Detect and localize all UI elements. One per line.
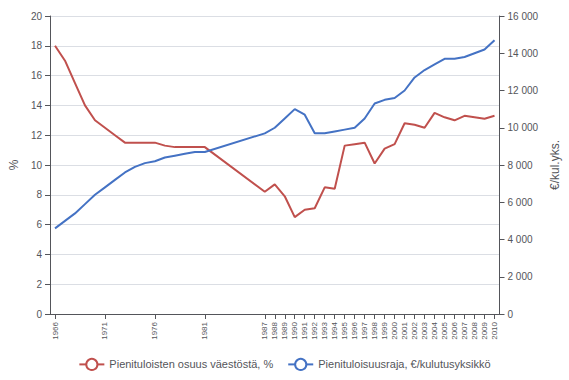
svg-text:1998: 1998 xyxy=(370,321,379,339)
svg-text:1999: 1999 xyxy=(380,321,389,339)
svg-text:1995: 1995 xyxy=(340,321,349,339)
svg-text:2007: 2007 xyxy=(460,321,469,339)
svg-text:2008: 2008 xyxy=(470,321,479,339)
svg-text:2000: 2000 xyxy=(390,321,399,339)
svg-text:4: 4 xyxy=(36,249,42,260)
svg-text:%: % xyxy=(7,159,21,170)
svg-text:0: 0 xyxy=(36,309,42,320)
svg-text:2001: 2001 xyxy=(400,321,409,339)
svg-text:€/kul.yks.: €/kul.yks. xyxy=(548,140,562,190)
svg-text:14 000: 14 000 xyxy=(508,48,539,59)
svg-text:2009: 2009 xyxy=(480,321,489,339)
svg-text:1988: 1988 xyxy=(270,321,279,339)
svg-text:6 000: 6 000 xyxy=(508,197,533,208)
svg-text:1992: 1992 xyxy=(310,321,319,339)
svg-text:1997: 1997 xyxy=(360,321,369,339)
svg-text:1966: 1966 xyxy=(51,321,60,339)
svg-text:1976: 1976 xyxy=(150,321,159,339)
svg-text:1981: 1981 xyxy=(200,321,209,339)
svg-text:1990: 1990 xyxy=(290,321,299,339)
svg-text:2: 2 xyxy=(36,279,42,290)
svg-text:20: 20 xyxy=(31,11,43,22)
svg-text:2003: 2003 xyxy=(420,321,429,339)
svg-text:0: 0 xyxy=(508,309,514,320)
svg-text:4 000: 4 000 xyxy=(508,234,533,245)
svg-text:10: 10 xyxy=(31,160,43,171)
svg-text:8: 8 xyxy=(36,189,42,200)
svg-text:1996: 1996 xyxy=(350,321,359,339)
svg-text:2005: 2005 xyxy=(440,321,449,339)
svg-text:10 000: 10 000 xyxy=(508,122,539,133)
svg-text:Pienituloisuusraja, €/kulutusy: Pienituloisuusraja, €/kulutusyksikkö xyxy=(318,358,490,370)
svg-text:Pienituloisten osuus väestöstä: Pienituloisten osuus väestöstä, % xyxy=(109,358,273,370)
svg-text:1993: 1993 xyxy=(320,321,329,339)
svg-text:16: 16 xyxy=(31,70,43,81)
svg-text:1971: 1971 xyxy=(100,321,109,339)
svg-text:2010: 2010 xyxy=(490,321,499,339)
svg-text:1991: 1991 xyxy=(300,321,309,339)
svg-text:1989: 1989 xyxy=(280,321,289,339)
svg-text:2002: 2002 xyxy=(410,321,419,339)
svg-text:2006: 2006 xyxy=(450,321,459,339)
svg-text:2 000: 2 000 xyxy=(508,271,533,282)
svg-text:12 000: 12 000 xyxy=(508,85,539,96)
svg-text:12: 12 xyxy=(31,130,43,141)
svg-text:14: 14 xyxy=(31,100,43,111)
svg-text:2004: 2004 xyxy=(430,321,439,339)
svg-text:1994: 1994 xyxy=(330,321,339,339)
svg-text:1987: 1987 xyxy=(260,321,269,339)
svg-text:18: 18 xyxy=(31,40,43,51)
svg-text:8 000: 8 000 xyxy=(508,160,533,171)
svg-text:6: 6 xyxy=(36,219,42,230)
svg-text:16 000: 16 000 xyxy=(508,11,539,22)
